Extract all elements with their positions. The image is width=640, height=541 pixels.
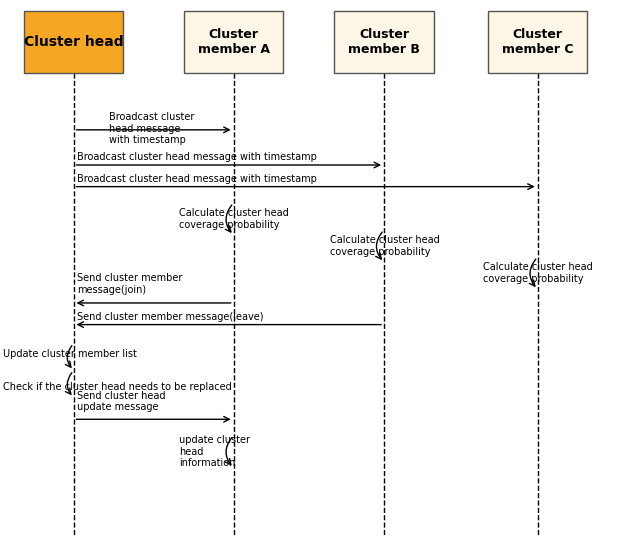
Text: Broadcast cluster
head message
with timestamp: Broadcast cluster head message with time… [109,112,194,145]
Text: Update cluster member list: Update cluster member list [3,349,137,359]
Text: Broadcast cluster head message with timestamp: Broadcast cluster head message with time… [77,153,317,162]
Text: Cluster
member C: Cluster member C [502,28,573,56]
FancyBboxPatch shape [334,11,434,73]
FancyArrowPatch shape [65,346,72,367]
FancyBboxPatch shape [184,11,283,73]
Text: Calculate cluster head
coverage probability: Calculate cluster head coverage probabil… [483,262,593,284]
Text: Broadcast cluster head message with timestamp: Broadcast cluster head message with time… [77,174,317,184]
FancyBboxPatch shape [488,11,588,73]
FancyArrowPatch shape [225,438,232,465]
FancyBboxPatch shape [24,11,123,73]
Text: update cluster
head
information: update cluster head information [179,435,250,469]
Text: Send cluster member message(leave): Send cluster member message(leave) [77,312,263,322]
Text: Cluster
member A: Cluster member A [198,28,269,56]
FancyArrowPatch shape [65,373,72,394]
FancyArrowPatch shape [376,232,382,259]
FancyArrowPatch shape [529,259,536,286]
Text: Check if the cluster head needs to be replaced: Check if the cluster head needs to be re… [3,382,232,392]
Text: Cluster head: Cluster head [24,35,124,49]
FancyArrowPatch shape [225,205,232,232]
Text: Send cluster head
update message: Send cluster head update message [77,391,165,412]
Text: Cluster
member B: Cluster member B [348,28,420,56]
Text: Calculate cluster head
coverage probability: Calculate cluster head coverage probabil… [179,208,289,230]
Text: Send cluster member
message(join): Send cluster member message(join) [77,273,182,295]
Text: Calculate cluster head
coverage probability: Calculate cluster head coverage probabil… [330,235,439,257]
